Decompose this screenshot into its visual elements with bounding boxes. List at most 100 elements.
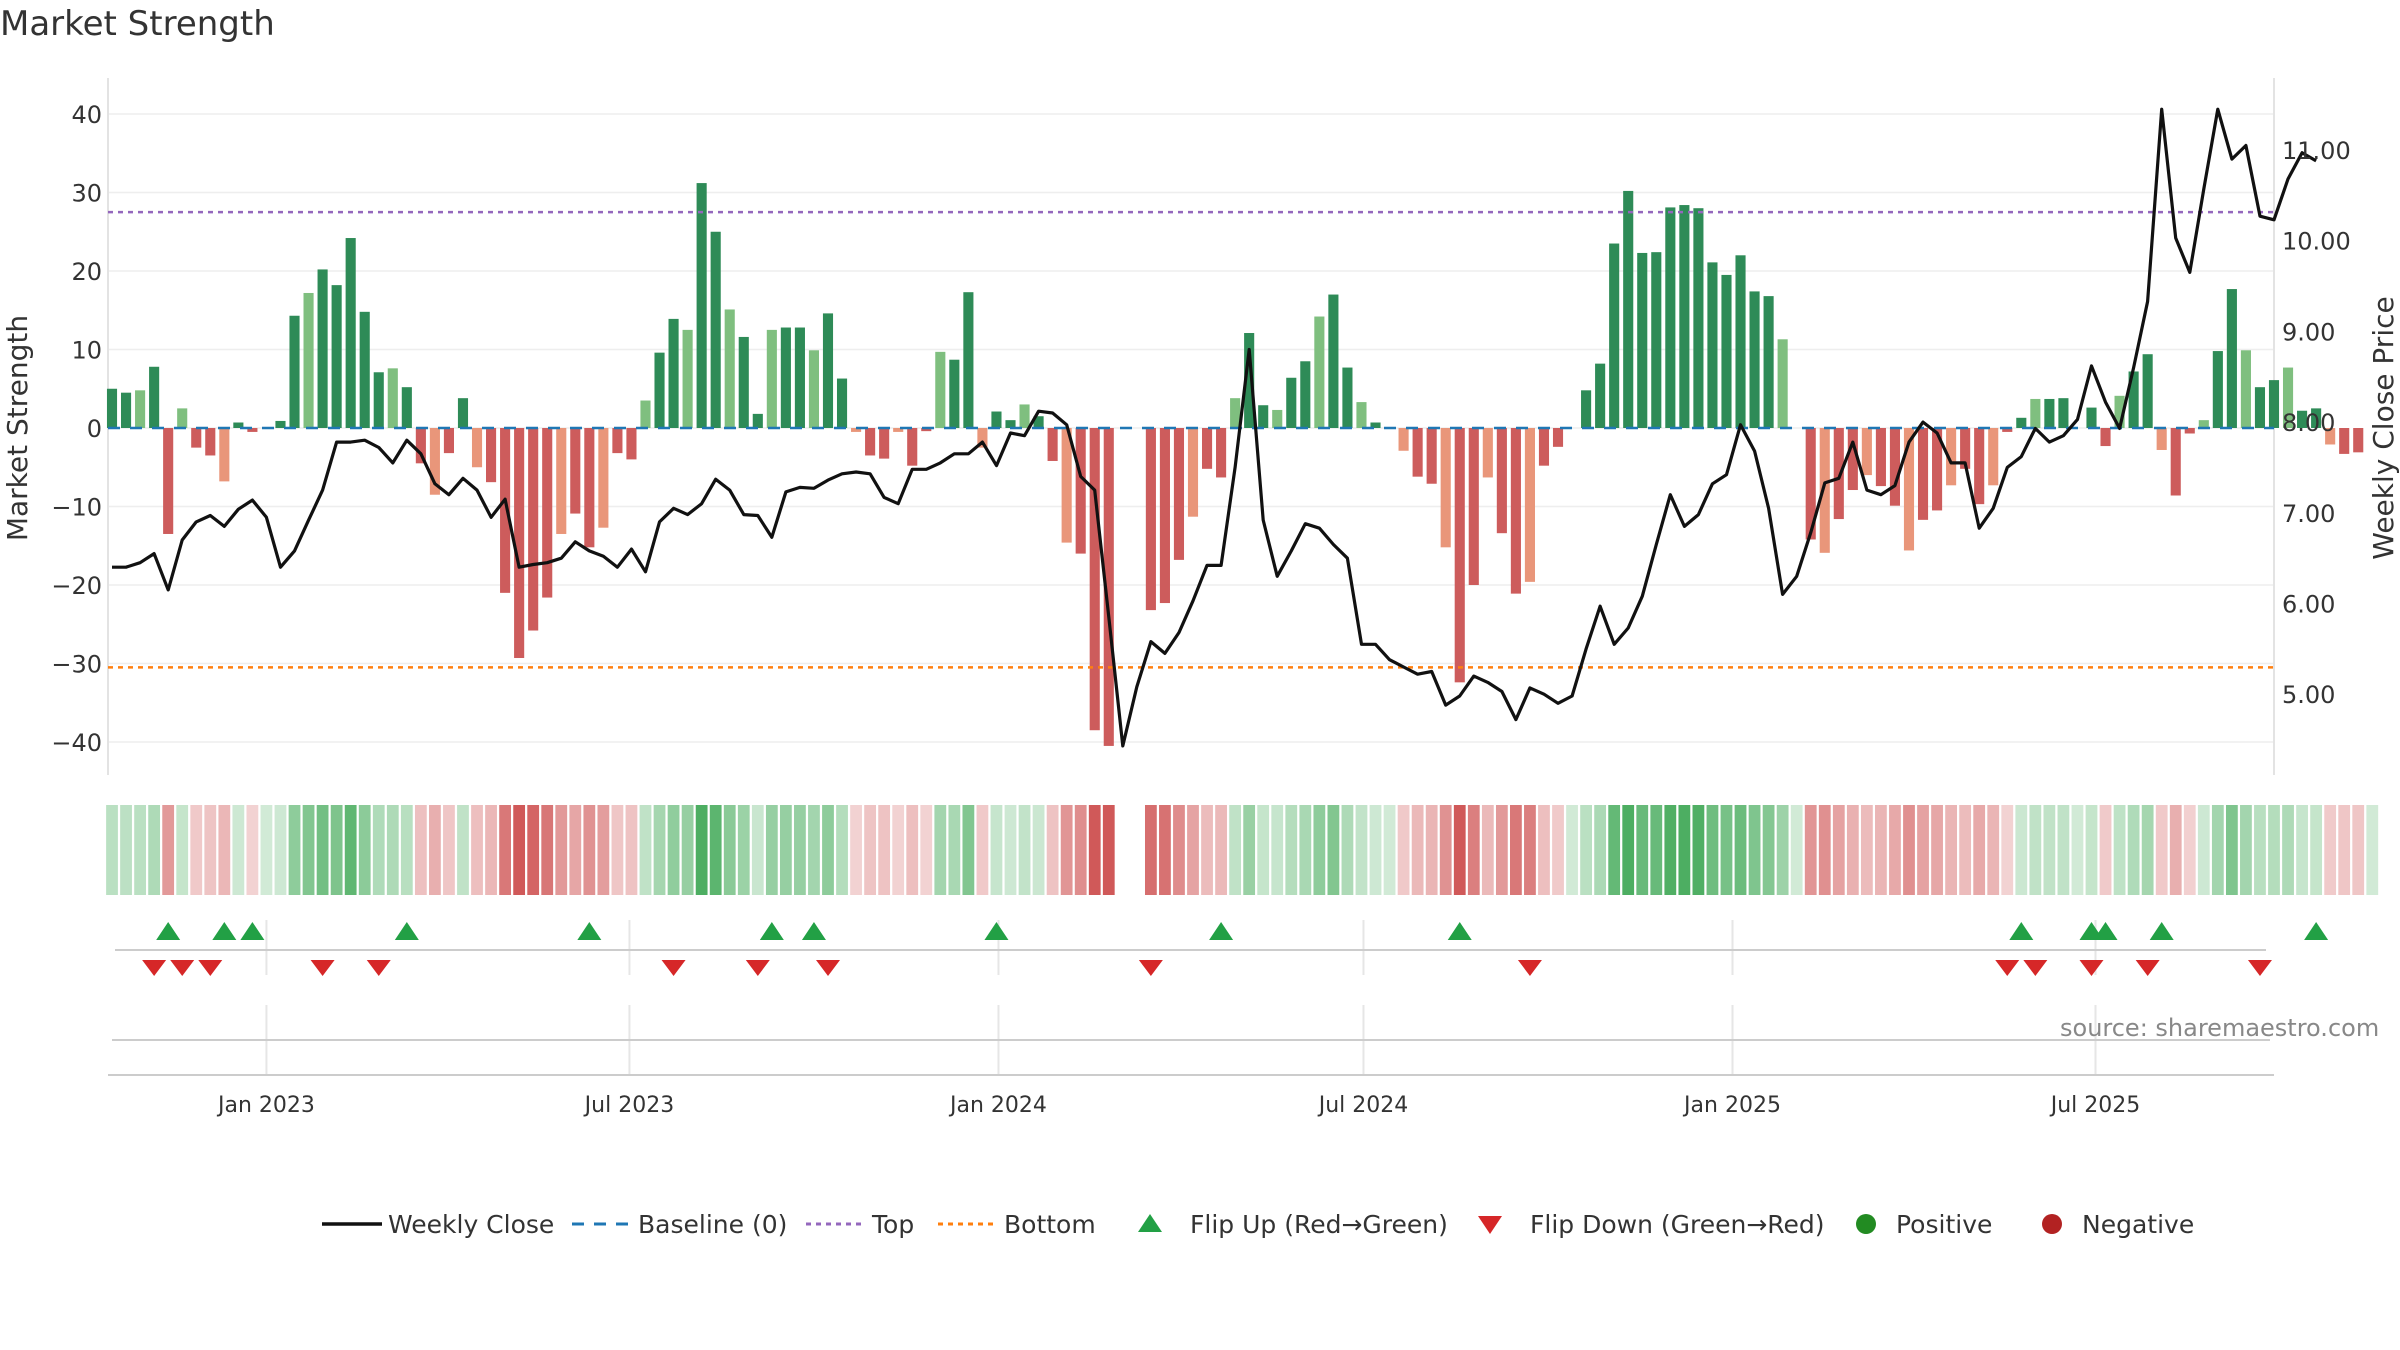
heat-cell xyxy=(400,805,413,895)
heat-cell xyxy=(1439,805,1452,895)
x-tick-label: Jan 2023 xyxy=(216,1093,315,1118)
heat-cell xyxy=(527,805,540,895)
strength-bar xyxy=(1946,428,1957,486)
heat-cell xyxy=(471,805,483,895)
heat-cell xyxy=(485,805,497,895)
flip-up-marker xyxy=(212,922,237,940)
heat-cell xyxy=(2282,805,2294,895)
heat-cell xyxy=(1650,805,1663,895)
heat-cell xyxy=(1495,805,1508,895)
heat-cell xyxy=(2225,805,2238,895)
strength-bar xyxy=(879,428,890,459)
flip-down-marker xyxy=(745,960,770,976)
heat-cell xyxy=(1748,805,1761,895)
strength-bar xyxy=(471,428,483,468)
heat-cell xyxy=(1229,805,1242,895)
heat-cell xyxy=(723,805,736,895)
heat-cell xyxy=(1875,805,1887,895)
y2-tick-label: 7.00 xyxy=(2282,500,2335,528)
heat-cell xyxy=(1566,805,1578,895)
flip-down-marker xyxy=(815,960,840,976)
heat-cell xyxy=(2324,805,2337,895)
heat-cell xyxy=(2240,805,2252,895)
heat-cell xyxy=(2001,805,2014,895)
strength-bar xyxy=(1314,316,1325,428)
heat-cell xyxy=(2057,805,2070,895)
strength-bar xyxy=(2353,428,2364,453)
heat-cell xyxy=(1804,805,1817,895)
heat-cell xyxy=(569,805,582,895)
legend-label: Negative xyxy=(2082,1210,2194,1239)
strength-bar xyxy=(1286,377,1297,428)
strength-bar xyxy=(2002,428,2013,432)
heat-cell xyxy=(288,805,301,895)
strength-bar xyxy=(2016,417,2027,428)
heat-cell xyxy=(1973,805,1986,895)
strength-bar xyxy=(2311,408,2322,428)
strength-bar xyxy=(1861,428,1872,476)
y-tick-label: −20 xyxy=(51,572,102,600)
heat-cell xyxy=(457,805,469,895)
heat-cell xyxy=(106,805,118,895)
flip-up-marker xyxy=(2093,922,2118,940)
strength-bar xyxy=(177,408,188,428)
heat-cell xyxy=(962,805,975,895)
strength-bar xyxy=(1735,255,1746,428)
strength-bar xyxy=(626,428,637,460)
strength-bar xyxy=(780,327,791,428)
strength-bar xyxy=(1173,428,1185,560)
strength-bar xyxy=(1005,420,1016,428)
heat-cell xyxy=(1018,805,1031,895)
strength-bar xyxy=(963,292,974,428)
strength-bar xyxy=(2226,289,2237,428)
strength-bar xyxy=(1089,428,1100,731)
strength-bar xyxy=(1974,428,1985,505)
heat-cell xyxy=(443,805,455,895)
strength-bar xyxy=(1707,262,1718,428)
strength-bar xyxy=(921,428,932,432)
heat-cell xyxy=(1945,805,1958,895)
heat-cell xyxy=(1678,805,1691,895)
heat-cell xyxy=(1369,805,1382,895)
heat-cell xyxy=(1383,805,1396,895)
y-tick-label: 20 xyxy=(71,258,102,286)
heat-cell xyxy=(246,805,259,895)
strength-bar xyxy=(1988,428,1999,486)
strength-bar xyxy=(1440,428,1451,548)
strength-bar xyxy=(1665,207,1676,428)
legend-label: Flip Down (Green→Red) xyxy=(1530,1210,1825,1239)
strength-bar xyxy=(1356,402,1367,428)
heat-cell xyxy=(625,805,638,895)
heat-cell xyxy=(2268,805,2280,895)
heat-cell xyxy=(176,805,189,895)
strength-bar xyxy=(766,329,777,428)
heat-cell xyxy=(1860,805,1873,895)
strength-bar xyxy=(1482,428,1493,478)
heat-cell xyxy=(358,805,371,895)
axes xyxy=(107,78,2275,775)
x-tick-label: Jan 2024 xyxy=(948,1093,1047,1118)
legend-swatch-flip-down xyxy=(1478,1216,1502,1234)
strength-bar xyxy=(1230,398,1241,428)
heat-cell xyxy=(162,805,175,895)
strength-bar xyxy=(1932,428,1943,511)
heat-cell xyxy=(1846,805,1859,895)
heat-cell xyxy=(667,805,680,895)
strength-bar xyxy=(1019,404,1030,428)
strength-bar xyxy=(289,315,300,428)
heat-cell xyxy=(1889,805,1901,895)
heat-cell xyxy=(920,805,933,895)
y-tick-label: 0 xyxy=(87,415,102,443)
heat-cell xyxy=(1187,805,1199,895)
heat-cell xyxy=(429,805,441,895)
strength-bar xyxy=(2142,354,2153,428)
heat-cell xyxy=(1313,805,1326,895)
strength-bar xyxy=(822,313,834,428)
y-tick-label: 40 xyxy=(71,101,102,129)
strength-bar xyxy=(1875,428,1886,487)
heat-cell xyxy=(555,805,568,895)
strength-bar xyxy=(724,309,735,428)
strength-bar xyxy=(991,411,1002,428)
y2-tick-label: 10.00 xyxy=(2282,228,2351,256)
